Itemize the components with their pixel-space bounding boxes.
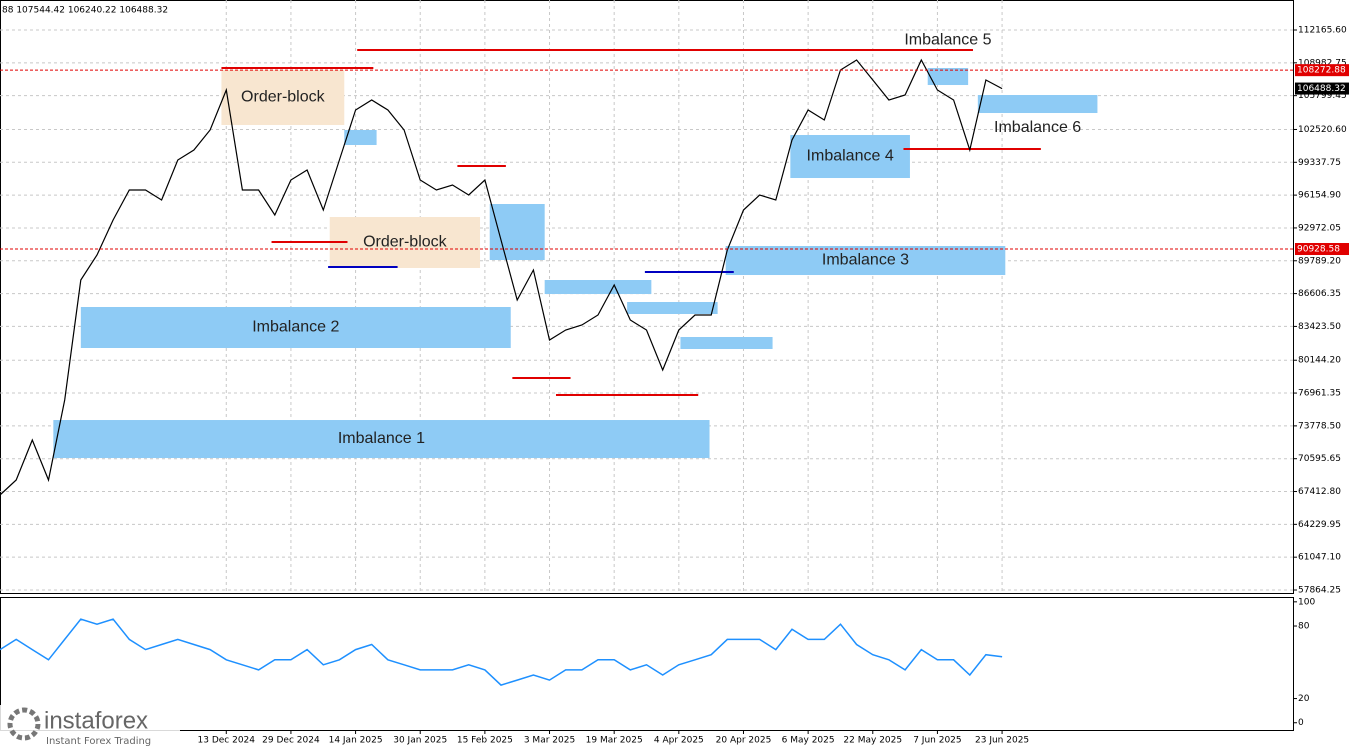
y-tick-label: 80144.20	[1298, 356, 1341, 366]
price-tag	[1295, 64, 1349, 77]
zone	[53, 420, 710, 459]
y-tick-label: 89789.20	[1298, 256, 1341, 266]
y-tick-label: 112165.60	[1298, 26, 1347, 36]
last-price-label: 106488.32	[1297, 84, 1346, 94]
price-tag	[1295, 243, 1349, 256]
y-tick-label: 64229.95	[1298, 520, 1341, 530]
y-tick-label: 80	[1298, 622, 1310, 632]
y-tick-label: 96154.90	[1298, 191, 1341, 201]
panel-frame	[0, 0, 1294, 594]
logo-brand: instaforex	[44, 707, 148, 734]
zone	[221, 70, 345, 126]
x-tick-label: 30 Jan 2025	[393, 736, 447, 746]
logo-tagline: Instant Forex Trading	[46, 736, 151, 747]
price-line	[0, 618, 1003, 686]
y-tick-label: 83423.50	[1298, 322, 1341, 332]
y-tick-label: 73778.50	[1298, 421, 1341, 431]
y-tick-label: 99337.75	[1298, 158, 1341, 168]
x-tick-label: 19 Mar 2025	[586, 736, 643, 746]
zone-label: Imbalance 6	[994, 119, 1081, 136]
zone	[544, 280, 652, 295]
zone	[80, 307, 511, 349]
zone	[329, 217, 481, 269]
zone	[977, 95, 1098, 114]
last-price-tag	[1295, 82, 1349, 95]
zone-label: Order-block	[241, 89, 326, 106]
logo-icon	[7, 707, 41, 741]
y-tick-label: 76961.35	[1298, 389, 1341, 399]
x-tick-label: 22 May 2025	[843, 736, 902, 746]
y-tick-label: 67412.80	[1298, 487, 1341, 497]
y-tick-label: 70595.65	[1298, 454, 1341, 464]
zone	[489, 204, 545, 261]
x-tick-label: 6 May 2025	[782, 736, 835, 746]
zone-label: Imbalance 3	[822, 252, 909, 269]
zone-label: Order-block	[363, 234, 448, 251]
header: 88 107544.42 106240.22 106488.32	[2, 6, 168, 16]
price-tag-label: 108272.88	[1297, 66, 1346, 76]
y-tick-label: 105799.45	[1298, 91, 1347, 101]
panel-frame	[0, 597, 1294, 731]
zone-label: Imbalance 2	[252, 319, 339, 336]
zone	[680, 337, 773, 350]
y-tick-label: 0	[1298, 718, 1304, 728]
zone	[725, 246, 1006, 276]
x-tick-label: 23 Jun 2025	[975, 736, 1029, 746]
x-tick-label: 13 Dec 2024	[198, 736, 256, 746]
x-tick-label: 15 Feb 2025	[457, 736, 513, 746]
zone	[927, 68, 969, 86]
zone-label: Imbalance 4	[807, 148, 894, 165]
zone	[790, 135, 910, 179]
x-tick-label: 20 Apr 2025	[716, 736, 772, 746]
x-tick-label: 7 Jun 2025	[913, 736, 961, 746]
y-tick-label: 108982.75	[1298, 58, 1347, 68]
x-tick-label: 29 Dec 2024	[262, 736, 320, 746]
x-tick-label: 3 Mar 2025	[524, 736, 575, 746]
x-tick-label: 4 Apr 2025	[654, 736, 704, 746]
y-tick-label: 102520.60	[1298, 125, 1347, 135]
price-tag-label: 90928.58	[1297, 245, 1340, 255]
y-tick-label: 92972.05	[1298, 223, 1341, 233]
y-tick-label: 61047.10	[1298, 553, 1341, 563]
y-tick-label: 86606.35	[1298, 289, 1341, 299]
y-tick-label: 100	[1298, 597, 1315, 607]
y-tick-label: 57864.25	[1298, 585, 1341, 595]
y-tick-label: 20	[1298, 694, 1310, 704]
zone-label: Imbalance 1	[338, 430, 425, 447]
zone	[627, 302, 718, 315]
price-line	[0, 58, 1003, 496]
zone	[344, 130, 377, 146]
x-tick-label: 14 Jan 2025	[329, 736, 383, 746]
zone-label: Imbalance 5	[904, 32, 991, 49]
